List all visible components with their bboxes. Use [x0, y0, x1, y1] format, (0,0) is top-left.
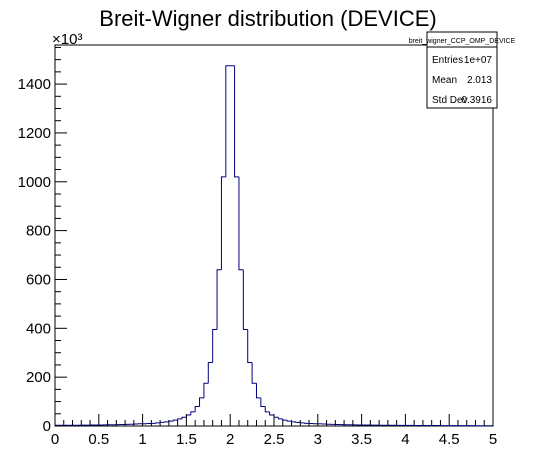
histogram-bin [234, 65, 239, 178]
histogram-bin [172, 419, 178, 422]
histogram-bin [286, 420, 292, 422]
plot-area: 0 0.5 1 1.5 2 2.5 3 3.5 4 4.5 5 0 200 400 600 800 1000 1… [18, 44, 497, 448]
y-tick-label: 0 [43, 418, 51, 435]
y-tick-label: 400 [26, 320, 51, 337]
histogram-bin [212, 329, 218, 363]
x-tick-label: 4 [401, 431, 409, 448]
y-tick-label: 1400 [18, 76, 51, 93]
histogram-bin [255, 383, 261, 399]
histogram-bin [282, 418, 288, 421]
x-tick-label: 0 [51, 431, 59, 448]
histogram-bin [207, 362, 213, 384]
stats-row-label: Std Dev [432, 95, 468, 106]
y-tick-label: 600 [26, 271, 51, 288]
y-axis: 0 200 400 600 800 1000 1200 1400 [18, 46, 67, 435]
stats-row-value: 0.3916 [461, 95, 492, 106]
stats-box-frame [426, 31, 498, 109]
y-axis-multiplier: ×10³ [52, 31, 82, 48]
histogram-bin [190, 411, 196, 416]
y-tick-label: 200 [26, 369, 51, 386]
x-tick-label: 3 [314, 431, 322, 448]
stats-box-name: breit_wigner_CCP_OMP_DEVICE [409, 38, 516, 45]
chart-title: Breit-Wigner distribution (DEVICE) [99, 6, 436, 31]
histogram-bin [199, 397, 204, 407]
histogram-bin [277, 417, 283, 420]
histogram-bin [168, 420, 174, 422]
x-axis: 0 0.5 1 1.5 2 2.5 3 3.5 4 4.5 5 [51, 414, 497, 448]
histogram-bin [273, 415, 279, 418]
x-tick-label: 3.5 [351, 431, 372, 448]
histogram-bin [181, 416, 187, 419]
stats-row-value: 1e+07 [464, 55, 493, 66]
histogram-bin [264, 406, 270, 413]
x-tick-label: 2.5 [264, 431, 285, 448]
histogram-bin [216, 269, 222, 330]
x-tick-label: 1 [138, 431, 146, 448]
y-axis-multiplier-text: ×10³ [52, 31, 82, 48]
histogram-bin [203, 382, 209, 398]
histogram-bin [260, 397, 266, 407]
histogram-bin [291, 421, 296, 423]
histogram-bin [251, 362, 257, 384]
x-tick-label: 5 [489, 431, 497, 448]
histogram-bin [225, 65, 231, 177]
histogram-bin [220, 176, 226, 270]
histogram-bin [194, 405, 200, 412]
histogram-bin [238, 176, 244, 271]
histogram-bin [242, 269, 248, 331]
histogram-bin [185, 414, 191, 418]
x-tick-label: 0.5 [88, 431, 109, 448]
histogram-bin [177, 418, 183, 421]
histogram-bin [269, 411, 274, 416]
histogram-bin [247, 329, 253, 363]
y-tick-label: 1000 [18, 174, 51, 191]
y-tick-label: 800 [26, 223, 51, 240]
y-tick-label: 1200 [18, 125, 51, 142]
stats-row-value: 2.013 [467, 75, 492, 86]
stats-row-label: Mean [432, 75, 457, 86]
histogram [54, 65, 494, 427]
x-tick-label: 1.5 [176, 431, 197, 448]
x-tick-label: 2 [226, 431, 234, 448]
x-tick-label: 4.5 [439, 431, 460, 448]
stats-box: breit_wigner_CCP_OMP_DEVICE Entries 1e+07… [409, 31, 516, 109]
stats-row-label: Entries [432, 55, 463, 66]
